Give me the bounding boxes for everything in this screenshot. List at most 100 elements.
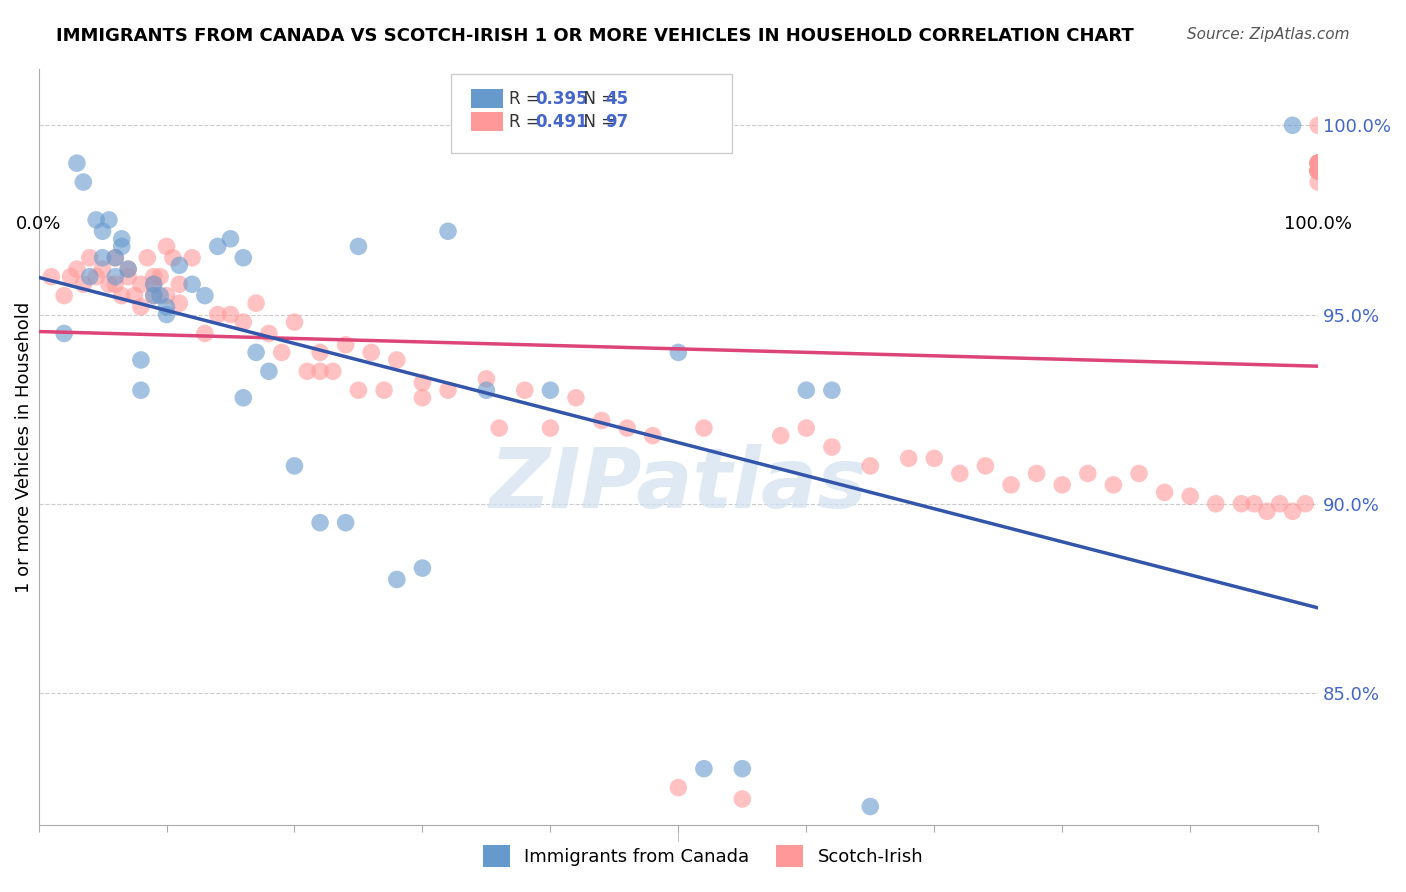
Point [66, 262, 89, 277]
Point [1308, 163, 1330, 178]
Point [309, 516, 332, 530]
Point [949, 467, 972, 481]
Point [731, 792, 754, 806]
Point [1153, 485, 1175, 500]
Point [385, 353, 408, 368]
Point [1308, 118, 1330, 132]
Point [155, 239, 177, 253]
Point [297, 364, 319, 378]
Point [1000, 478, 1022, 492]
Point [124, 288, 146, 302]
Point [437, 224, 460, 238]
Text: 100.0%: 100.0% [1284, 215, 1353, 233]
Point [1180, 489, 1202, 503]
Point [257, 364, 280, 378]
Point [1281, 504, 1303, 518]
Point [591, 413, 613, 427]
Text: 97: 97 [606, 112, 628, 130]
Point [129, 300, 152, 314]
Text: R =: R = [509, 90, 546, 108]
Text: 45: 45 [606, 90, 628, 108]
Point [169, 277, 191, 292]
Point [322, 364, 344, 378]
Point [91, 251, 114, 265]
Point [731, 762, 754, 776]
Point [97, 213, 120, 227]
Point [769, 428, 792, 442]
Text: N =: N = [574, 90, 621, 108]
Point [72, 277, 94, 292]
Point [162, 251, 184, 265]
Point [111, 239, 134, 253]
Point [129, 353, 152, 368]
Point [72, 175, 94, 189]
Text: IMMIGRANTS FROM CANADA VS SCOTCH-IRISH 1 OR MORE VEHICLES IN HOUSEHOLD CORRELATI: IMMIGRANTS FROM CANADA VS SCOTCH-IRISH 1… [56, 27, 1135, 45]
Point [309, 364, 332, 378]
Point [373, 383, 395, 397]
Bar [471, 89, 503, 108]
Point [129, 277, 152, 292]
Text: Source: ZipAtlas.com: Source: ZipAtlas.com [1187, 27, 1350, 42]
Point [347, 383, 370, 397]
Point [859, 799, 882, 814]
Point [1256, 504, 1278, 518]
Text: N =: N = [574, 112, 621, 130]
Point [347, 239, 370, 253]
Point [475, 383, 498, 397]
Point [219, 308, 242, 322]
Point [219, 232, 242, 246]
FancyBboxPatch shape [450, 74, 733, 153]
Point [104, 251, 127, 265]
Point [59, 269, 82, 284]
Point [91, 224, 114, 238]
Point [475, 372, 498, 386]
Point [1308, 163, 1330, 178]
Point [117, 262, 139, 277]
Point [181, 277, 204, 292]
Point [821, 383, 844, 397]
Point [169, 258, 191, 272]
Text: R =: R = [509, 112, 546, 130]
Point [1230, 497, 1253, 511]
Point [1308, 156, 1330, 170]
Point [859, 458, 882, 473]
Point [1308, 163, 1330, 178]
Point [66, 156, 89, 170]
Point [411, 561, 433, 575]
Point [1308, 163, 1330, 178]
Point [155, 288, 177, 302]
Point [794, 421, 817, 435]
Point [693, 421, 716, 435]
Point [538, 421, 561, 435]
Point [1128, 467, 1150, 481]
Point [1308, 163, 1330, 178]
Point [104, 269, 127, 284]
Point [1050, 478, 1073, 492]
Point [437, 383, 460, 397]
Text: ZIPatlas: ZIPatlas [489, 444, 868, 525]
Point [1025, 467, 1047, 481]
Point [232, 251, 254, 265]
Point [616, 421, 638, 435]
Point [283, 458, 305, 473]
Point [1308, 175, 1330, 189]
Point [1308, 156, 1330, 170]
Point [1102, 478, 1125, 492]
Point [111, 232, 134, 246]
Point [897, 451, 920, 466]
Point [207, 239, 229, 253]
Point [693, 762, 716, 776]
Point [149, 269, 172, 284]
Point [155, 300, 177, 314]
Point [194, 326, 217, 341]
Point [309, 345, 332, 359]
Point [1308, 163, 1330, 178]
Point [142, 288, 165, 302]
Point [91, 262, 114, 277]
Point [335, 338, 357, 352]
Point [283, 315, 305, 329]
Point [84, 269, 107, 284]
Point [104, 251, 127, 265]
Point [207, 308, 229, 322]
Point [1308, 156, 1330, 170]
